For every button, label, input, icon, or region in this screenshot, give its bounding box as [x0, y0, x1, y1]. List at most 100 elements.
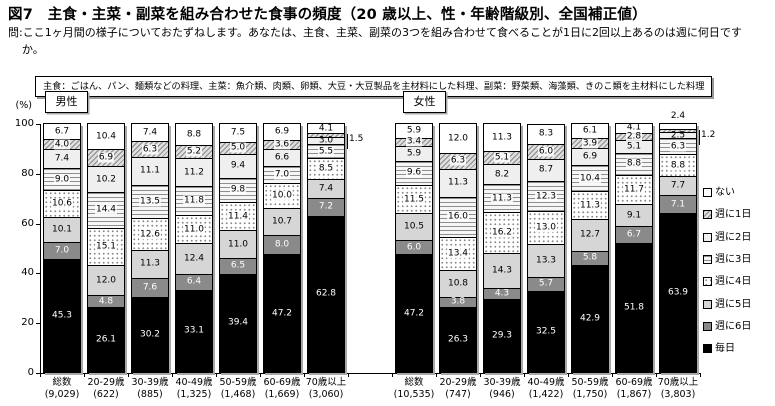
bar-segment-label: 7.0: [54, 245, 70, 256]
bar-segment: 9.1: [615, 203, 653, 228]
bar-segment: 12.0: [439, 123, 477, 155]
bar-segment: 8.5: [307, 158, 345, 181]
bar-segment: 6.5: [219, 257, 257, 275]
x-axis-tick: [172, 373, 173, 377]
bar-segment-label: 8.8: [186, 129, 202, 140]
bar-segment-label: 11.3: [447, 177, 469, 188]
bar: 42.9 5.8 12.7 11.3 10.4 6.9 3.9 6.1: [571, 123, 609, 373]
bar-segment: 8.3: [527, 123, 565, 146]
bar-segment-label: 11.5: [402, 194, 426, 205]
bar-segment-label: 3.0: [318, 135, 334, 146]
x-axis-tick: [260, 373, 261, 377]
y-axis-line: [40, 124, 41, 374]
bar-segment-label: 11.4: [226, 211, 250, 222]
bar-segment: 10.1: [43, 216, 81, 243]
bar-segment-label: 8.7: [538, 164, 554, 175]
survey-question: 問:ここ1ヶ月間の様子についておたずねします。あなたは、主食、主菜、副菜の3つを…: [8, 26, 742, 56]
bar-segment: 16.0: [439, 196, 477, 238]
bar-segment: 14.3: [483, 252, 521, 290]
bar-segment-label: 6.6: [274, 152, 290, 163]
bar-segment-label: 12.6: [138, 229, 162, 240]
x-axis-tick: [480, 373, 481, 377]
y-axis-tick: [36, 323, 40, 325]
bar-segment-label: 8.8: [669, 160, 687, 171]
bar-segment: [659, 123, 697, 131]
bar-segment: 10.7: [263, 207, 301, 236]
y-axis-tick-label: 20: [21, 317, 34, 329]
bar-segment: 16.2: [483, 212, 521, 254]
bar-segment: 10.2: [87, 166, 125, 193]
y-axis-tick: [36, 273, 40, 275]
bar-segment: 6.3: [439, 153, 477, 170]
x-axis-tick: [40, 373, 41, 377]
bar-segment-label: 63.9: [667, 287, 689, 298]
figure-title: 図7 主食・主菜・副菜を組み合わせた食事の頻度（20 歳以上、性・年齢階級別、全…: [8, 7, 647, 23]
bar-segment-label: 29.3: [491, 330, 513, 341]
bar-segment-label: 13.0: [534, 222, 558, 233]
bar-segment: 3.4: [395, 136, 433, 148]
bar-segment: 13.0: [527, 211, 565, 245]
bar-segment-label: 8.3: [538, 128, 554, 139]
bar-segment-label: 5.8: [582, 252, 598, 263]
x-category-label: 20-29歳 (747): [439, 377, 477, 401]
bar-segment: 5.7: [527, 276, 565, 293]
bar-segment: 5.1: [483, 151, 521, 165]
bar-segment-label: 10.4: [95, 131, 117, 142]
bar-segment-label: 32.5: [535, 326, 557, 337]
bar-segment: 11.3: [483, 123, 521, 153]
bar-segment-label: 4.1: [318, 123, 334, 134]
bar-segment-label: 10.8: [447, 278, 469, 289]
bar-segment-label: 7.1: [670, 199, 686, 210]
bar-segment: 6.7: [43, 122, 81, 141]
bar-segment-label: 10.7: [271, 216, 293, 227]
y-axis-unit: (%): [15, 100, 32, 111]
bar-segment: 4.0: [43, 139, 81, 151]
bar-segment: 8.2: [483, 163, 521, 186]
bar-segment: 29.3: [483, 299, 521, 373]
bar-segment-label: 10.2: [95, 174, 117, 185]
bar-segment-label: 42.9: [579, 313, 601, 324]
bar-segment-label: 6.0: [537, 146, 555, 157]
bar-segment-label: 15.1: [94, 241, 118, 252]
bar-segment: 14.4: [87, 191, 125, 229]
bar-segment-label: 12.4: [183, 253, 205, 264]
bar-segment-label: 45.3: [51, 310, 73, 321]
bar-segment-label: 7.6: [142, 282, 158, 293]
x-axis-tick: [84, 373, 85, 377]
x-axis-tick: [304, 373, 305, 377]
bar-segment: 11.0: [219, 230, 257, 259]
bar-segment: 8.0: [263, 234, 301, 256]
bar-segment: 11.1: [131, 157, 169, 186]
bar-segment-label: 11.0: [182, 224, 206, 235]
bar-segment: 11.3: [571, 191, 609, 221]
bar: 63.9 7.1 7.7 8.8 6.3 2.5 1.2 2.4: [659, 111, 715, 373]
bar-segment: 10.6: [43, 190, 81, 218]
bar-segment-label: 14.3: [491, 265, 513, 276]
callout-leader-line: [698, 130, 700, 146]
bar-segment-label: 3.4: [405, 136, 423, 147]
legend-item: 週に6日: [703, 321, 751, 332]
bar-segment-label: 3.8: [450, 296, 466, 307]
bar-segment: 30.2: [131, 296, 169, 373]
bar-segment-label: 6.9: [274, 126, 290, 137]
bar-segment-label: 5.0: [229, 142, 247, 153]
bar-segment: 6.4: [175, 273, 213, 291]
bar-segment-label: 5.5: [317, 146, 335, 157]
white2-legend-swatch-icon: [703, 232, 712, 242]
bar-segment-label: 8.5: [317, 163, 335, 174]
y-axis-tick: [36, 223, 40, 225]
bar-segment: 10.8: [439, 270, 477, 299]
bar: 47.2 8.0 10.7 10.0 7.0 6.6 3.6 6.9: [263, 123, 301, 373]
bar-segment-label: 6.1: [582, 125, 598, 136]
bar-segment: 12.4: [175, 242, 213, 275]
bar-segment-label: 10.4: [578, 173, 602, 184]
legend-item: 週に3日: [703, 254, 751, 265]
bar-segment: 26.3: [439, 306, 477, 373]
bar-segment-label: 4.1: [626, 122, 642, 133]
bar-segment-label: 12.0: [447, 133, 469, 144]
legend-item: 週に2日: [703, 232, 751, 243]
bar-segment-label: 10.0: [270, 190, 294, 201]
bar-segment: 7.5: [219, 123, 257, 143]
bar-segment-label: 4.8: [98, 296, 114, 307]
bar-segment-label: 6.4: [186, 276, 202, 287]
